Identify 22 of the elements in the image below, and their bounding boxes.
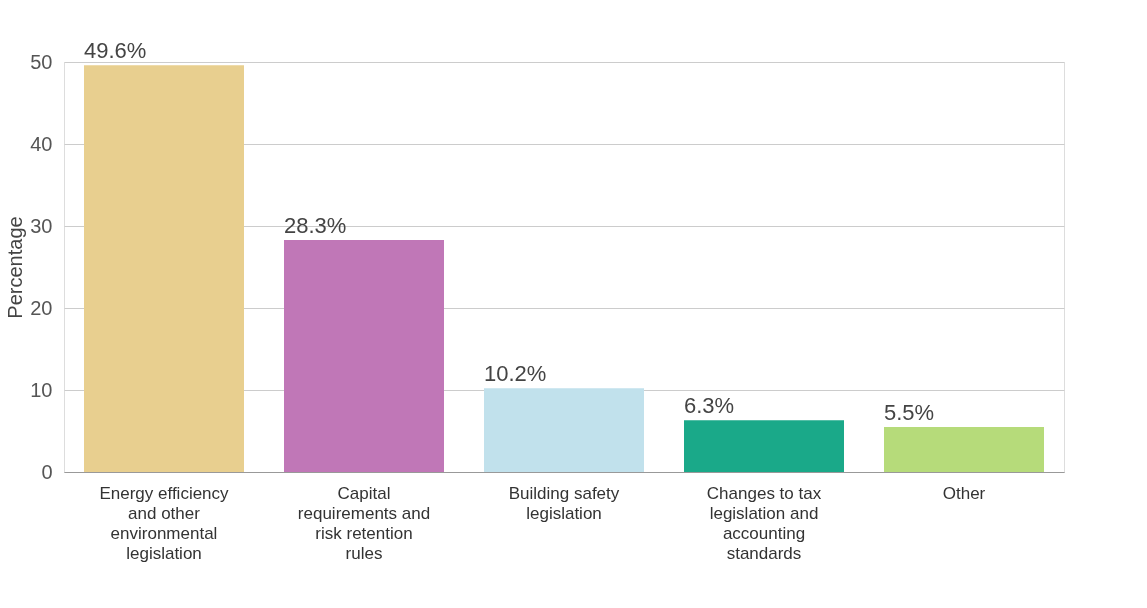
data-label: 10.2% xyxy=(484,361,547,387)
data-label: 6.3% xyxy=(684,393,735,419)
y-tick-label: 30 xyxy=(30,214,53,237)
bar xyxy=(284,239,444,472)
data-label: 49.6% xyxy=(84,38,147,64)
bar xyxy=(484,388,644,472)
x-tick-label: Capital requirements and risk retention rules xyxy=(297,484,431,563)
y-tick-label: 10 xyxy=(30,378,53,401)
data-label: 5.5% xyxy=(884,399,935,425)
x-tick-label: Building safety legislation xyxy=(508,484,620,523)
bar xyxy=(884,426,1044,472)
y-tick-label: 20 xyxy=(30,296,53,319)
bar xyxy=(84,65,244,472)
x-tick-label: Changes to tax legislation and accounting standards xyxy=(706,484,822,563)
bar xyxy=(684,420,844,472)
data-label: 28.3% xyxy=(284,212,347,238)
x-tick-label: Energy efficiency and other environmental legislation xyxy=(99,484,230,563)
y-tick-label: 50 xyxy=(30,50,53,73)
y-tick-label: 0 xyxy=(41,460,53,483)
y-axis-title: Percentage xyxy=(4,216,27,319)
y-tick-label: 40 xyxy=(30,132,53,155)
x-tick-label: Other xyxy=(942,484,986,503)
